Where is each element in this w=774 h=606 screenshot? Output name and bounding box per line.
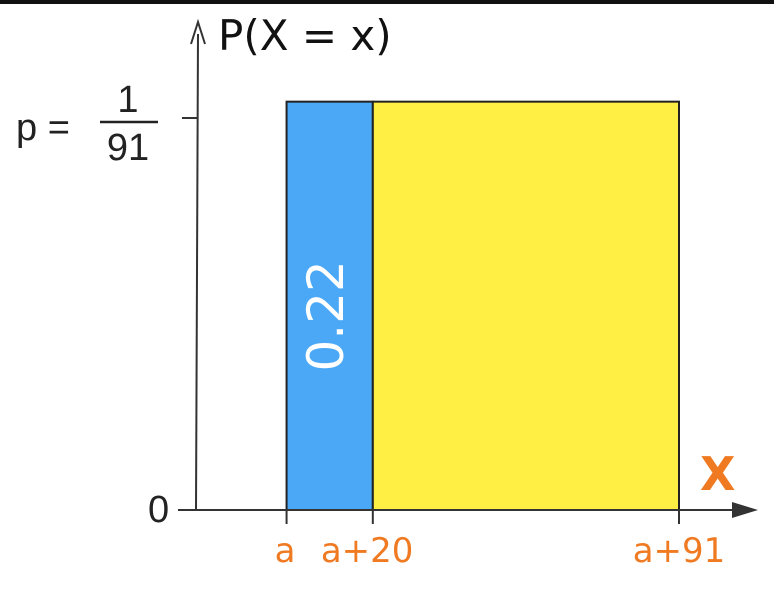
y-axis-arrow <box>190 18 206 45</box>
top-border <box>0 0 774 4</box>
x-axis-label: X <box>700 447 735 501</box>
y-tick-label-zero: 0 <box>148 489 169 531</box>
y-axis <box>195 33 199 511</box>
x-tick-label-0: a <box>275 531 296 571</box>
y-axis-label: P(X = x) <box>218 11 392 60</box>
x-ticks-group: a a+20 a+91 <box>275 510 726 571</box>
region-0-label: 0.22 <box>297 260 355 371</box>
y-tick-label-denominator: 91 <box>107 127 149 169</box>
x-axis-arrow <box>732 502 758 518</box>
y-tick-label-p-prefix: p = <box>16 107 70 149</box>
x-tick-label-1: a+20 <box>321 531 414 571</box>
region-1 <box>371 100 680 512</box>
x-tick-label-2: a+91 <box>633 531 726 571</box>
regions-group: 0.22 <box>285 100 680 512</box>
y-tick-label-numerator: 1 <box>117 79 138 121</box>
